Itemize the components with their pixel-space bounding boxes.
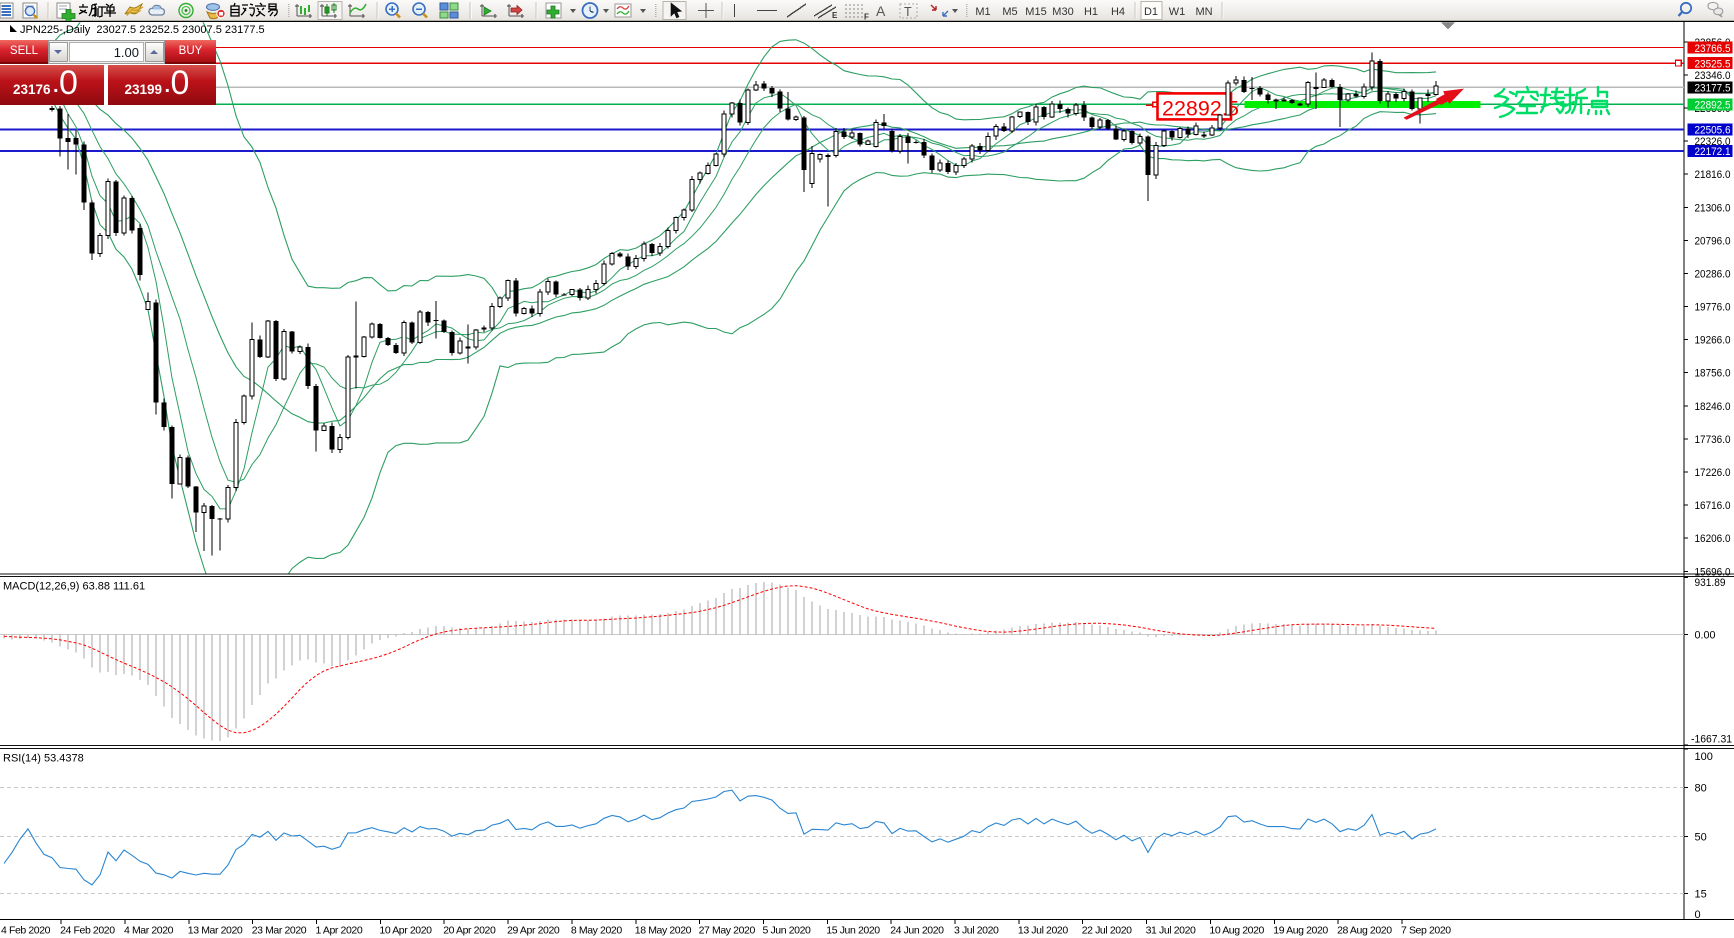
svg-text:4 Feb 2020: 4 Feb 2020: [1, 925, 51, 937]
svg-text:20796.0: 20796.0: [1695, 235, 1731, 247]
svg-text:15: 15: [1695, 889, 1707, 901]
svg-text:E: E: [832, 11, 838, 20]
svg-text:10 Apr 2020: 10 Apr 2020: [379, 925, 432, 937]
svg-text:31 Jul 2020: 31 Jul 2020: [1146, 925, 1196, 937]
svg-text:22172.1: 22172.1: [1695, 146, 1731, 158]
svg-text:80: 80: [1695, 782, 1707, 794]
svg-text:18756.0: 18756.0: [1695, 368, 1731, 380]
svg-text:21816.0: 21816.0: [1695, 169, 1731, 181]
svg-text:24 Jun 2020: 24 Jun 2020: [890, 925, 944, 937]
svg-text:MN: MN: [1195, 6, 1212, 18]
svg-text:3 Jul 2020: 3 Jul 2020: [954, 925, 999, 937]
svg-text:D1: D1: [1144, 6, 1158, 18]
svg-text:RSI(14) 53.4378: RSI(14) 53.4378: [3, 753, 84, 765]
svg-text:931.89: 931.89: [1695, 577, 1726, 589]
svg-text:24 Feb 2020: 24 Feb 2020: [60, 925, 115, 937]
svg-text:0.00: 0.00: [1695, 629, 1716, 641]
svg-text:10 Aug 2020: 10 Aug 2020: [1209, 925, 1264, 937]
svg-text:M1: M1: [975, 6, 990, 18]
svg-text:T: T: [904, 5, 912, 19]
svg-text:0: 0: [1695, 909, 1701, 921]
svg-text:17736.0: 17736.0: [1695, 434, 1731, 446]
svg-text:22 Jul 2020: 22 Jul 2020: [1082, 925, 1132, 937]
svg-text:A: A: [876, 3, 886, 19]
svg-text:16716.0: 16716.0: [1695, 500, 1731, 512]
svg-text:21306.0: 21306.0: [1695, 202, 1731, 214]
svg-text:23177.5: 23177.5: [1695, 83, 1731, 95]
svg-text:M15: M15: [1025, 6, 1046, 18]
svg-text:22505.6: 22505.6: [1695, 125, 1731, 137]
svg-text:18 May 2020: 18 May 2020: [635, 925, 692, 937]
svg-text:F: F: [864, 13, 869, 22]
svg-text:20286.0: 20286.0: [1695, 268, 1731, 280]
svg-text:19 Aug 2020: 19 Aug 2020: [1273, 925, 1328, 937]
svg-text:13 Mar 2020: 13 Mar 2020: [188, 925, 243, 937]
svg-text:19776.0: 19776.0: [1695, 302, 1731, 314]
svg-text:W1: W1: [1169, 6, 1186, 18]
svg-text:50: 50: [1695, 831, 1707, 843]
svg-text:23766.5: 23766.5: [1695, 43, 1731, 55]
svg-text:M30: M30: [1052, 6, 1073, 18]
svg-text:16206.0: 16206.0: [1695, 533, 1731, 545]
svg-text:20 Apr 2020: 20 Apr 2020: [443, 925, 496, 937]
svg-text:1 Apr 2020: 1 Apr 2020: [316, 925, 363, 937]
svg-text:17226.0: 17226.0: [1695, 467, 1731, 479]
svg-text:4 Mar 2020: 4 Mar 2020: [124, 925, 174, 937]
svg-text:H1: H1: [1084, 6, 1098, 18]
svg-text:22892.5: 22892.5: [1695, 99, 1731, 111]
svg-text:MACD(12,26,9) 63.88 111.61: MACD(12,26,9) 63.88 111.61: [3, 581, 145, 593]
svg-text:-1667.31: -1667.31: [1691, 734, 1732, 746]
svg-text:8 May 2020: 8 May 2020: [571, 925, 622, 937]
svg-text:100: 100: [1695, 751, 1713, 763]
svg-text:15696.0: 15696.0: [1695, 566, 1731, 578]
svg-text:23 Mar 2020: 23 Mar 2020: [252, 925, 307, 937]
svg-text:23525.5: 23525.5: [1695, 58, 1731, 70]
svg-text:19266.0: 19266.0: [1695, 335, 1731, 347]
svg-text:H4: H4: [1111, 6, 1125, 18]
svg-text:18246.0: 18246.0: [1695, 401, 1731, 413]
svg-text:13 Jul 2020: 13 Jul 2020: [1018, 925, 1068, 937]
svg-text:28 Aug 2020: 28 Aug 2020: [1337, 925, 1392, 937]
svg-text:7 Sep 2020: 7 Sep 2020: [1401, 925, 1451, 937]
svg-text:23346.0: 23346.0: [1695, 70, 1731, 82]
svg-text:15 Jun 2020: 15 Jun 2020: [826, 925, 880, 937]
svg-text:5 Jun 2020: 5 Jun 2020: [763, 925, 812, 937]
svg-text:27 May 2020: 27 May 2020: [699, 925, 756, 937]
svg-text:M5: M5: [1002, 6, 1017, 18]
svg-text:29 Apr 2020: 29 Apr 2020: [507, 925, 560, 937]
svg-text:22892.: 22892.: [1162, 97, 1228, 121]
